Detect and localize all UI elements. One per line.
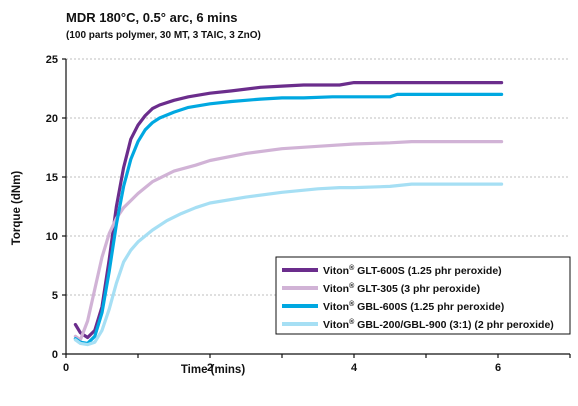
- x-tick-label-2: 4: [351, 362, 358, 374]
- x-tick-label-1: 2: [207, 362, 213, 374]
- y-tick-label-1: 5: [52, 290, 58, 302]
- legend-box: [275, 256, 571, 335]
- y-tick-label-3: 15: [46, 172, 58, 184]
- y-tick-labels: 0 5 10 15 20 25: [46, 54, 58, 361]
- legend-label-3: Viton® GBL-200/GBL-900 (3:1) (2 phr pero…: [323, 318, 554, 331]
- legend-label-0: Viton® GLT-600S (1.25 phr peroxide): [323, 264, 502, 277]
- y-tick-label-2: 10: [46, 231, 58, 243]
- series-lines: [73, 81, 504, 347]
- axes: [62, 58, 571, 358]
- y-tick-label-0: 0: [52, 349, 58, 361]
- y-axis-label: Torque (dNm): [11, 171, 23, 246]
- legend-label-1: Viton® GLT-305 (3 phr peroxide): [323, 282, 480, 295]
- legend-label-2: Viton® GBL-600S (1.25 phr peroxide): [323, 300, 504, 313]
- series-line-3: [73, 182, 504, 347]
- chart-subtitle: (100 parts polymer, 30 MT, 3 TAIC, 3 ZnO…: [66, 30, 261, 41]
- x-tick-labels: 0 2 4 6: [63, 362, 501, 374]
- series-line-1: [73, 140, 504, 342]
- series-line-2: [73, 92, 504, 345]
- y-tick-label-5: 25: [46, 54, 58, 66]
- x-tick-label-0: 0: [63, 362, 69, 374]
- legend: Viton® GLT-600S (1.25 phr peroxide) Viton…: [275, 256, 571, 335]
- chart-title: MDR 180°C, 0.5° arc, 6 mins: [66, 10, 238, 25]
- x-tick-label-3: 6: [495, 362, 501, 374]
- x-axis-label: Time (mins): [181, 364, 245, 376]
- y-tick-label-4: 20: [46, 113, 58, 125]
